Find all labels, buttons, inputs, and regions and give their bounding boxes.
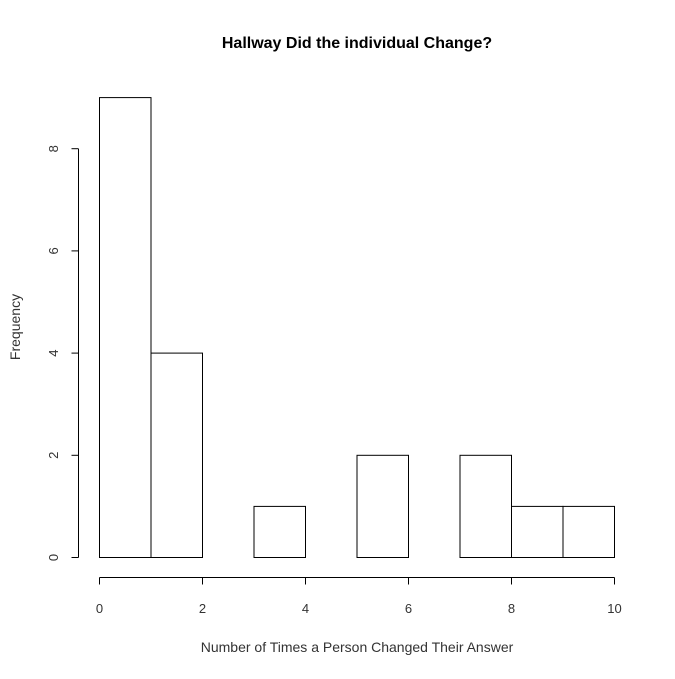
histogram-bar-7 bbox=[459, 454, 512, 558]
x-axis-label: Number of Times a Person Changed Their A… bbox=[201, 639, 514, 655]
histogram-bar-0 bbox=[99, 97, 152, 558]
y-tick-label-2: 2 bbox=[46, 452, 61, 459]
histogram-bar-3 bbox=[253, 505, 306, 558]
histogram-bar-1 bbox=[150, 352, 203, 558]
chart-title: Hallway Did the individual Change? bbox=[222, 35, 492, 52]
x-tick-label-0: 0 bbox=[96, 601, 103, 616]
y-tick-label-4: 4 bbox=[46, 349, 61, 356]
x-tick-label-4: 4 bbox=[302, 601, 309, 616]
x-axis: 0 2 4 6 8 10 bbox=[96, 577, 622, 616]
y-axis: 0 2 4 6 8 bbox=[46, 145, 79, 561]
histogram-bar-9 bbox=[562, 505, 615, 558]
histogram-bar-5 bbox=[356, 454, 409, 558]
x-tick-label-10: 10 bbox=[607, 601, 621, 616]
y-tick-label-8: 8 bbox=[46, 145, 61, 152]
y-axis-label: Frequency bbox=[7, 294, 23, 360]
y-tick-label-0: 0 bbox=[46, 554, 61, 561]
x-tick-label-6: 6 bbox=[405, 601, 412, 616]
x-tick-label-8: 8 bbox=[508, 601, 515, 616]
x-tick-label-2: 2 bbox=[199, 601, 206, 616]
y-tick-label-6: 6 bbox=[46, 247, 61, 254]
histogram-bar-8 bbox=[511, 505, 564, 558]
bars-group bbox=[99, 97, 615, 558]
